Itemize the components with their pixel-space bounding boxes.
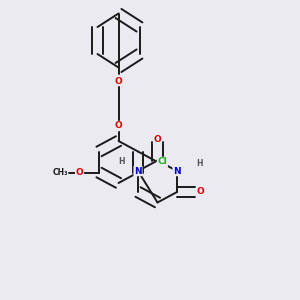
Text: O: O	[154, 135, 161, 144]
Text: O: O	[196, 188, 204, 196]
Text: N: N	[134, 167, 142, 176]
Text: O: O	[115, 76, 122, 85]
Text: O: O	[76, 168, 83, 177]
Text: Cl: Cl	[158, 158, 167, 166]
Text: H: H	[118, 158, 124, 166]
Text: N: N	[173, 167, 181, 176]
Text: CH₃: CH₃	[52, 168, 68, 177]
Text: H: H	[196, 159, 203, 168]
Text: O: O	[115, 122, 122, 130]
